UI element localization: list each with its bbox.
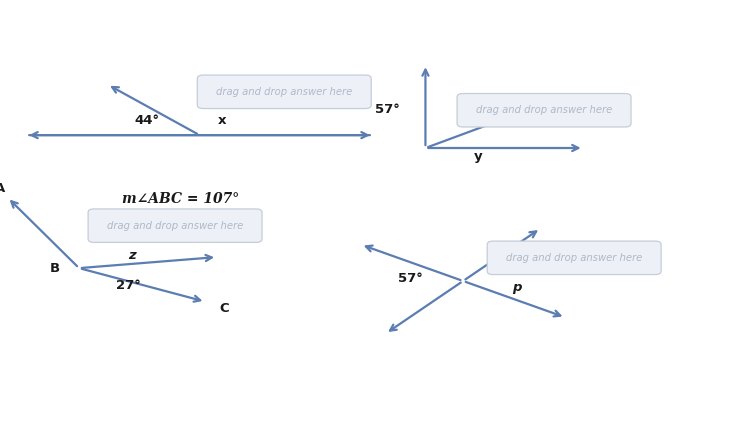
Text: m∠ABC = 107°: m∠ABC = 107° [122,193,239,206]
Text: p: p [513,281,522,294]
Text: z: z [128,249,136,262]
FancyBboxPatch shape [487,241,661,275]
FancyBboxPatch shape [197,75,371,109]
Text: drag and drop answer here: drag and drop answer here [216,87,352,97]
Text: 27°: 27° [116,279,140,292]
Text: drag and drop answer here: drag and drop answer here [107,221,243,231]
Text: 44°: 44° [134,114,160,127]
Text: x: x [218,114,227,127]
Text: B: B [50,262,60,275]
Text: C: C [219,302,229,314]
Text: drag and drop answer here: drag and drop answer here [506,253,642,263]
FancyBboxPatch shape [457,94,631,127]
Text: y: y [474,150,483,163]
Text: 57°: 57° [376,103,400,116]
Text: A: A [0,182,5,196]
FancyBboxPatch shape [88,209,262,242]
Text: drag and drop answer here: drag and drop answer here [476,105,612,115]
Text: 57°: 57° [398,272,422,285]
